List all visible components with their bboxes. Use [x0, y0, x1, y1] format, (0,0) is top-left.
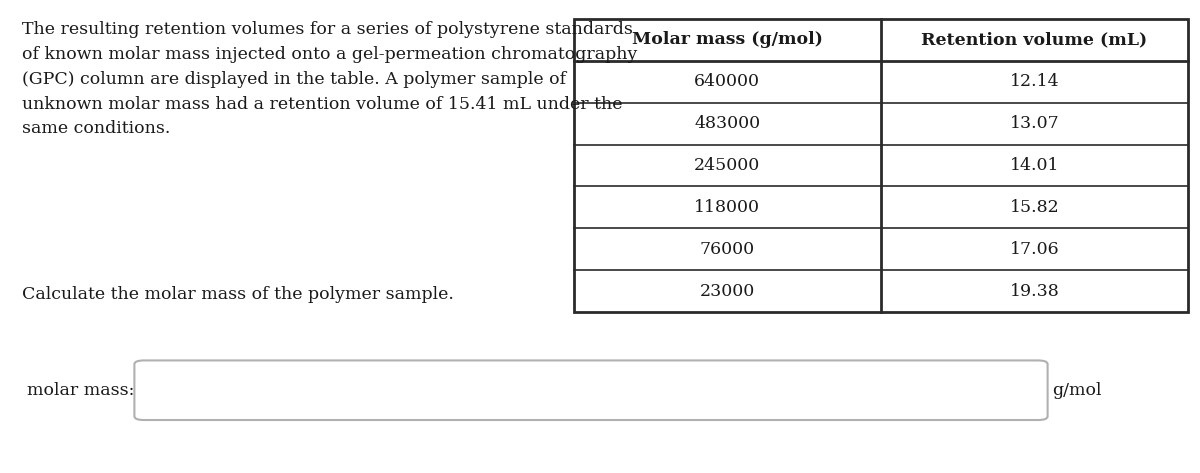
Text: 76000: 76000: [700, 241, 755, 258]
Text: 15.82: 15.82: [1009, 199, 1060, 216]
Text: 19.38: 19.38: [1009, 283, 1060, 300]
Text: Calculate the molar mass of the polymer sample.: Calculate the molar mass of the polymer …: [22, 286, 454, 303]
Text: 245000: 245000: [694, 157, 761, 174]
Text: 14.01: 14.01: [1009, 157, 1060, 174]
Bar: [574, 19, 1188, 312]
Text: g/mol: g/mol: [1052, 382, 1102, 399]
Text: 483000: 483000: [694, 115, 761, 132]
Text: Retention volume (mL): Retention volume (mL): [922, 31, 1147, 48]
Text: 23000: 23000: [700, 283, 755, 300]
Text: 640000: 640000: [694, 73, 761, 90]
Text: molar mass:: molar mass:: [28, 382, 134, 399]
Text: 17.06: 17.06: [1009, 241, 1060, 258]
Text: 13.07: 13.07: [1009, 115, 1060, 132]
Text: Molar mass (g/mol): Molar mass (g/mol): [631, 31, 823, 48]
Text: The resulting retention volumes for a series of polystyrene standards
of known m: The resulting retention volumes for a se…: [22, 21, 637, 138]
FancyBboxPatch shape: [134, 360, 1048, 420]
Text: 118000: 118000: [694, 199, 761, 216]
Text: 12.14: 12.14: [1009, 73, 1060, 90]
